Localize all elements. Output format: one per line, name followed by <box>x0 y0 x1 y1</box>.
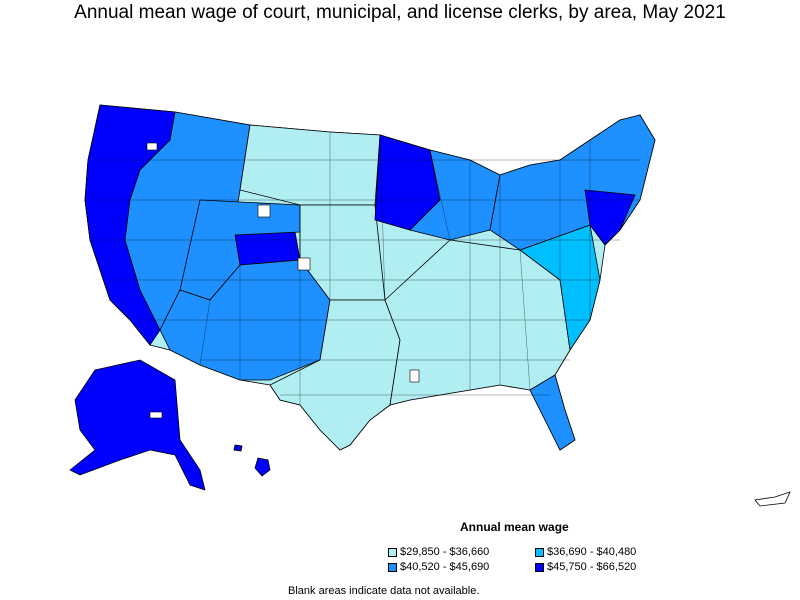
legend-item-4: $45,750 - $66,520 <box>535 561 636 573</box>
map-title: Annual mean wage of court, municipal, an… <box>74 2 726 23</box>
region-puerto-rico <box>754 491 791 507</box>
region-northeast <box>489 114 656 251</box>
legend-swatch-4 <box>535 562 544 572</box>
region-hawaii-small <box>233 444 243 452</box>
legend-label-4: $45,750 - $66,520 <box>547 561 637 573</box>
legend-swatch-3 <box>388 562 397 572</box>
county-grid <box>90 111 640 405</box>
map-regions <box>69 104 791 507</box>
region-hawaii <box>254 457 271 477</box>
region-florida <box>529 374 576 451</box>
legend-title: Annual mean wage <box>460 520 569 534</box>
legend-label-1: $29,850 - $36,660 <box>400 546 490 558</box>
footnote: Blank areas indicate data not available. <box>288 585 480 597</box>
region-colorado <box>234 231 301 266</box>
region-alaska <box>69 359 206 491</box>
legend-label-3: $40,520 - $45,690 <box>400 561 490 573</box>
region-new-england-metro <box>584 189 636 246</box>
legend-item-1: $29,850 - $36,660 <box>388 546 489 558</box>
legend-swatch-1 <box>388 547 397 557</box>
legend-item-2: $36,690 - $40,480 <box>535 546 636 558</box>
legend-label-2: $36,690 - $40,480 <box>547 546 637 558</box>
legend-item-3: $40,520 - $45,690 <box>388 561 489 573</box>
region-northern-plains <box>239 124 381 206</box>
blank-areas <box>146 142 420 419</box>
legend-swatch-2 <box>535 547 544 557</box>
